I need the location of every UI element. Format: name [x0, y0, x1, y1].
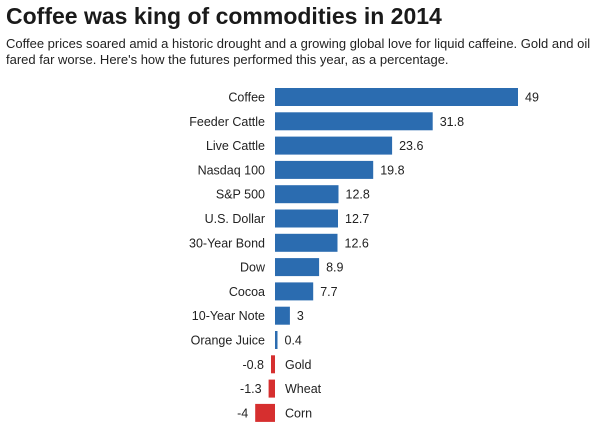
value-label-coffee: 49: [525, 91, 539, 105]
bar-corn: [255, 403, 275, 422]
category-label-coffee: Coffee: [228, 91, 265, 105]
bar-10-year-note: [275, 306, 290, 325]
bar-feeder-cattle: [275, 112, 433, 131]
value-label-10-year-note: 3: [297, 309, 304, 323]
value-label-live-cattle: 23.6: [399, 139, 423, 153]
bar-orange-juice: [275, 331, 278, 349]
labels-layer: Coffee 49 Feeder Cattle 31.8 Live Cattle 23.6…: [189, 91, 539, 421]
value-label-30-year-bond: 12.6: [345, 236, 369, 250]
bars-layer: [255, 88, 518, 422]
bar-dow: [275, 258, 320, 277]
value-label-wheat: -1.3: [240, 382, 262, 396]
bar-nasdaq-100: [275, 160, 374, 179]
category-label-30-year-bond: 30-Year Bond: [189, 236, 265, 250]
category-label-gold: Gold: [285, 358, 311, 372]
bar-wheat: [268, 379, 275, 398]
chart-title: Coffee was king of commodities in 2014: [6, 3, 442, 29]
bar-sandp-500: [275, 185, 339, 204]
category-label-dow: Dow: [240, 261, 266, 275]
value-label-nasdaq-100: 19.8: [380, 163, 404, 177]
value-label-dow: 8.9: [326, 261, 343, 275]
category-label-nasdaq-100: Nasdaq 100: [198, 163, 265, 177]
bar-cocoa: [275, 282, 314, 301]
bar-u-s-dollar: [275, 209, 338, 228]
bar-30-year-bond: [275, 233, 338, 252]
chart-subtitle: Coffee prices soared amid a historic dro…: [6, 36, 591, 67]
value-label-u-s-dollar: 12.7: [345, 212, 369, 226]
value-label-orange-juice: 0.4: [285, 334, 302, 348]
bar-live-cattle: [275, 136, 393, 155]
category-label-cocoa: Cocoa: [229, 285, 265, 299]
category-label-corn: Corn: [285, 406, 312, 420]
value-label-corn: -4: [237, 406, 248, 420]
category-label-wheat: Wheat: [285, 382, 322, 396]
category-label-10-year-note: 10-Year Note: [192, 309, 265, 323]
value-label-cocoa: 7.7: [320, 285, 337, 299]
value-label-gold: -0.8: [242, 358, 264, 372]
category-label-live-cattle: Live Cattle: [206, 139, 265, 153]
bar-gold: [271, 355, 275, 374]
category-label-orange-juice: Orange Juice: [191, 334, 265, 348]
category-label-sandp-500: S&P 500: [216, 188, 265, 202]
bar-coffee: [275, 88, 518, 106]
value-label-feeder-cattle: 31.8: [440, 115, 464, 129]
value-label-sandp-500: 12.8: [346, 188, 370, 202]
category-label-feeder-cattle: Feeder Cattle: [189, 115, 265, 129]
category-label-u-s-dollar: U.S. Dollar: [205, 212, 265, 226]
